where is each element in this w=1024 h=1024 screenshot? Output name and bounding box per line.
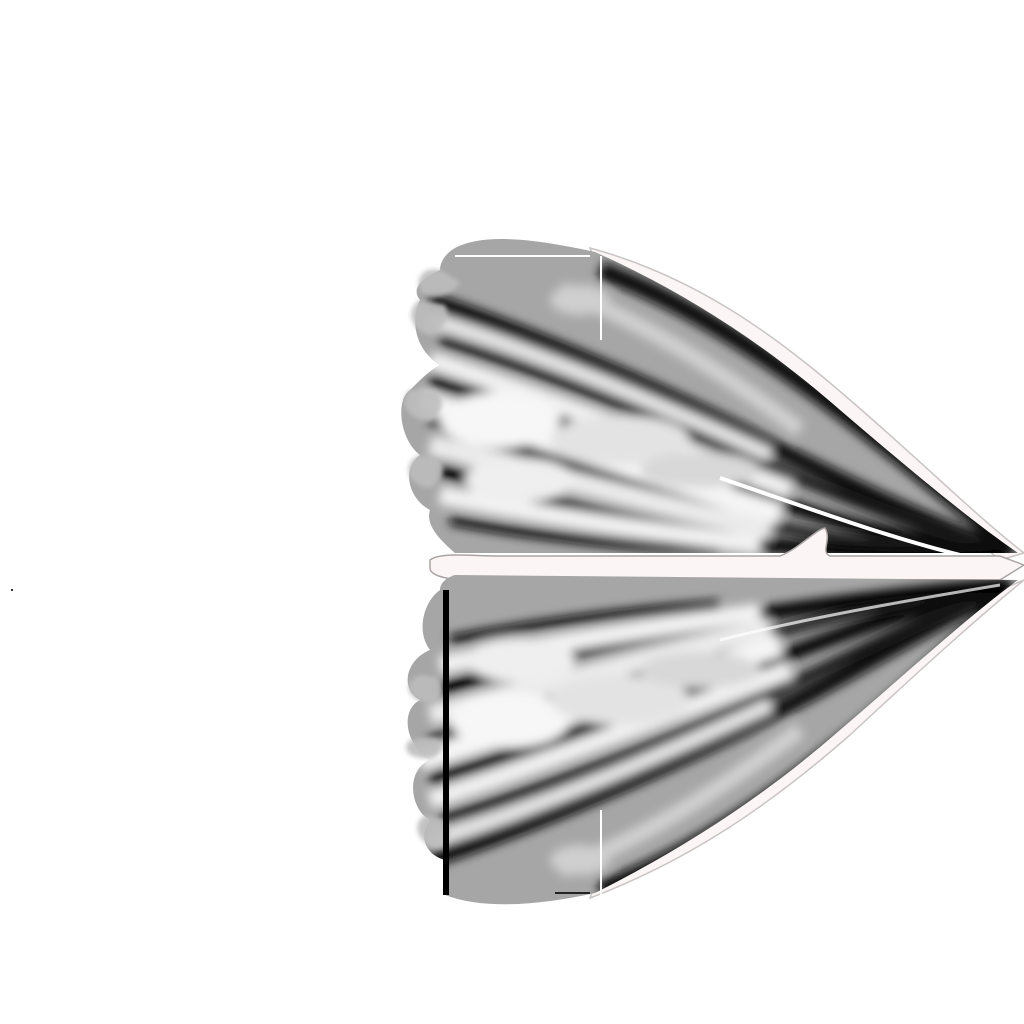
upper-wing (401, 239, 1024, 561)
lower-wing (406, 575, 1024, 905)
stray-pixel-dot (11, 589, 13, 591)
